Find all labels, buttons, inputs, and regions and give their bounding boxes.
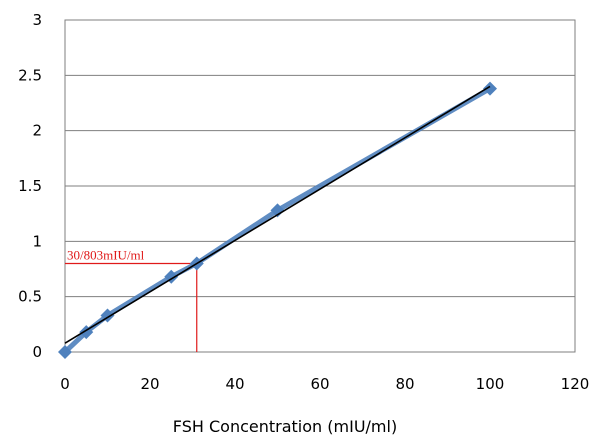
trendline-group — [64, 85, 491, 344]
series-line — [63, 86, 492, 354]
plot-area-border — [64, 19, 576, 353]
y-tick-label: 2.5 — [18, 66, 42, 84]
annotation-label: 30/803mIU/ml — [67, 247, 145, 262]
x-tick-label: 60 — [310, 375, 329, 393]
x-tick-label: 40 — [225, 375, 244, 393]
annotation-guides: 30/803mIU/ml — [65, 247, 198, 352]
data-point-marker — [270, 203, 285, 218]
y-tick-label: 0 — [32, 343, 42, 361]
trendline — [64, 85, 491, 344]
x-tick-label: 120 — [561, 375, 590, 393]
y-tick-labels: 0 0.5 1 1.5 2 2.5 3 — [18, 11, 42, 361]
x-tick-label: 80 — [395, 375, 414, 393]
x-axis-title: FSH Concentration (mIU/ml) — [173, 417, 397, 436]
x-tick-labels: 0 20 40 60 80 100 120 — [60, 375, 589, 393]
data-series — [58, 81, 497, 359]
data-point-marker — [483, 81, 497, 96]
x-tick-label: 100 — [476, 375, 505, 393]
data-point-marker — [58, 345, 72, 359]
y-tick-label: 3 — [32, 11, 42, 29]
y-tick-label: 2 — [32, 122, 42, 140]
x-tick-label: 0 — [60, 375, 70, 393]
y-tick-label: 1.5 — [18, 177, 42, 195]
y-tick-label: 1 — [32, 232, 42, 250]
y-tick-label: 0.5 — [18, 288, 42, 306]
x-tick-label: 20 — [140, 375, 159, 393]
